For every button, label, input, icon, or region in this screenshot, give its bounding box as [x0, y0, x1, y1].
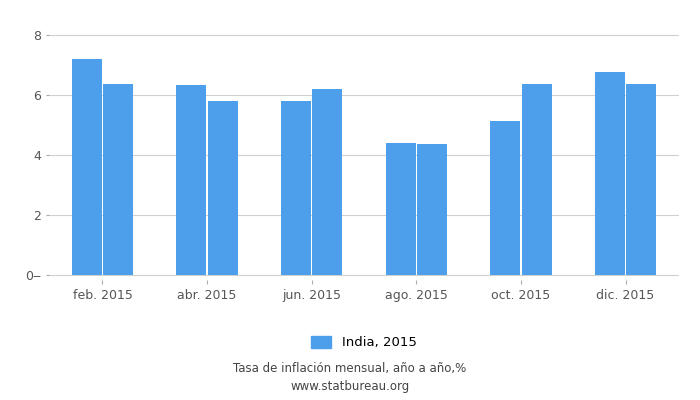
Bar	[312, 90, 342, 276]
Bar	[104, 84, 133, 276]
Text: Tasa de inflación mensual, año a año,%: Tasa de inflación mensual, año a año,%	[233, 362, 467, 375]
Bar	[490, 121, 520, 276]
Bar	[176, 85, 206, 276]
Bar	[626, 84, 656, 276]
Legend: India, 2015: India, 2015	[306, 331, 422, 355]
Bar	[281, 102, 311, 276]
Bar	[417, 144, 447, 276]
Bar	[522, 84, 552, 276]
Bar	[595, 72, 624, 276]
Bar	[208, 100, 238, 276]
Bar	[386, 143, 416, 276]
Bar	[72, 59, 102, 276]
Text: www.statbureau.org: www.statbureau.org	[290, 380, 410, 393]
